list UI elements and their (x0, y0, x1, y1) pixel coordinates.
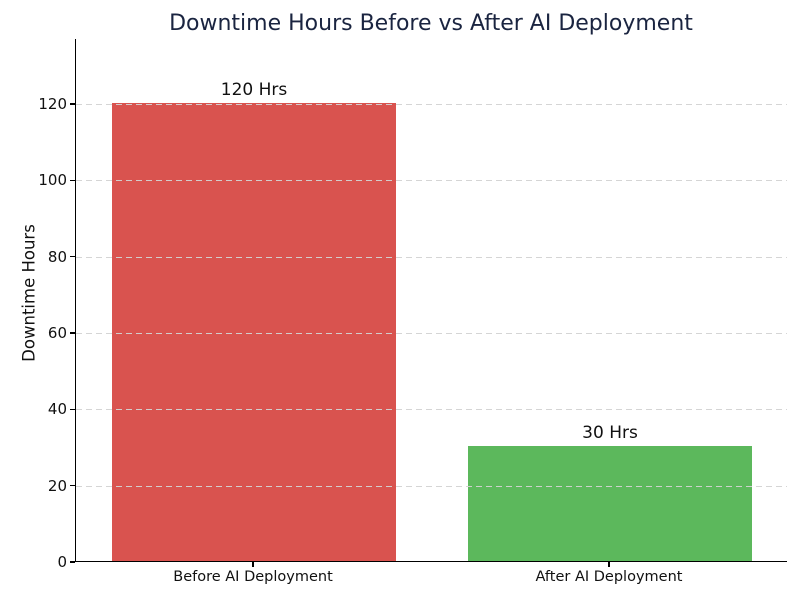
x-tick-mark (608, 562, 610, 567)
gridline (76, 256, 787, 258)
y-tick-label: 60 (47, 323, 67, 342)
y-tick-label: 0 (57, 553, 67, 571)
bar-after-ai-deployment (467, 446, 753, 561)
y-tick-label: 100 (38, 171, 67, 190)
bar-value-label: 120 Hrs (220, 79, 288, 100)
x-tick-label: After AI Deployment (535, 569, 683, 585)
y-tick-mark (70, 179, 75, 181)
bar-value-label: 30 Hrs (582, 423, 638, 444)
x-tick-mark (252, 562, 254, 567)
bar-before-ai-deployment (111, 102, 397, 561)
gridline (76, 409, 787, 411)
x-tick-label: Before AI Deployment (173, 569, 333, 585)
y-tick-mark (70, 255, 75, 258)
y-tick-label: 120 (38, 94, 67, 113)
y-tick-mark (70, 561, 75, 563)
gridline (76, 332, 787, 334)
y-tick-label: 40 (47, 400, 67, 419)
y-tick-mark (70, 103, 75, 105)
gridline (76, 180, 787, 182)
y-tick-label: 20 (47, 476, 67, 495)
plot-area: 120 Hrs 30 Hrs (75, 39, 787, 562)
gridline (76, 485, 787, 487)
chart-title: Downtime Hours Before vs After AI Deploy… (169, 11, 693, 36)
y-tick-mark (70, 332, 75, 334)
y-tick-mark (70, 484, 75, 487)
y-tick-label: 80 (47, 247, 67, 266)
y-tick-mark (70, 408, 75, 410)
gridline (76, 103, 787, 105)
